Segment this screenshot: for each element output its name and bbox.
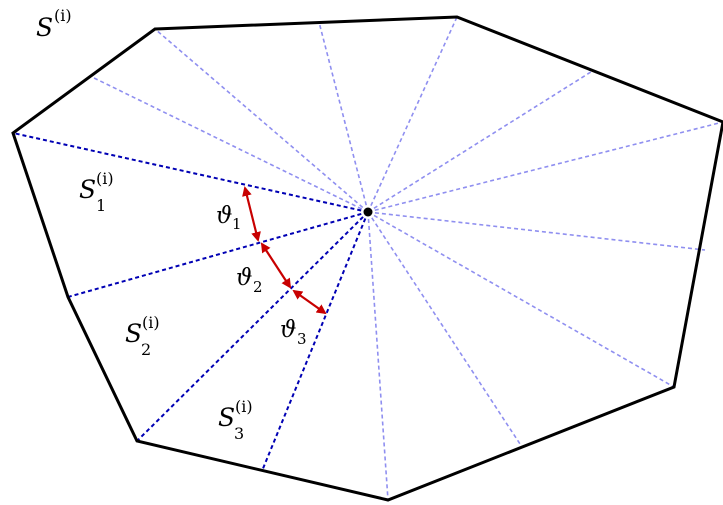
center-point <box>363 207 373 217</box>
set-label-sup: (i) <box>54 6 72 25</box>
dark-ray <box>67 211 369 298</box>
dark-rays <box>12 132 369 472</box>
angle-arrows <box>242 186 327 315</box>
faint-ray <box>154 28 369 213</box>
angle-arrow-2 <box>260 242 292 289</box>
faint-ray <box>367 121 723 213</box>
angle-label-1: ϑ 1 <box>216 203 242 233</box>
angle-label-2-sub: 2 <box>253 278 263 296</box>
dark-ray <box>12 132 369 213</box>
set-label-base: S <box>36 13 53 42</box>
angle-label-3-sub: 3 <box>297 330 307 348</box>
subset-label-1: S 1 (i) <box>79 169 114 215</box>
faint-ray <box>367 211 675 388</box>
angle-arrow-3 <box>292 289 327 315</box>
subset-label-2: S 2 (i) <box>125 313 160 359</box>
faint-ray <box>318 21 369 213</box>
set-label: S (i) <box>36 6 72 42</box>
angle-label-3-base: ϑ <box>280 317 296 343</box>
dark-ray <box>261 211 369 472</box>
angle-label-2-base: ϑ <box>236 265 252 291</box>
subset-label-3-sup: (i) <box>235 397 253 416</box>
faint-ray <box>367 16 458 213</box>
faint-ray <box>367 211 389 501</box>
subset-label-3-base: S <box>218 403 235 432</box>
faint-ray <box>89 75 369 213</box>
angle-label-1-sub: 1 <box>232 215 242 233</box>
faint-ray <box>367 211 706 251</box>
faint-rays <box>89 16 723 501</box>
dark-ray <box>136 211 369 442</box>
angle-label-3: ϑ 3 <box>280 317 307 348</box>
subset-label-2-sup: (i) <box>142 313 160 332</box>
subset-label-1-sub: 1 <box>96 196 106 215</box>
subset-label-2-base: S <box>125 319 142 348</box>
angle-arrow-1 <box>242 186 261 242</box>
subset-label-2-sub: 2 <box>141 340 151 359</box>
angle-label-2: ϑ 2 <box>236 265 263 296</box>
subset-label-3-sub: 3 <box>234 424 244 443</box>
subset-label-1-base: S <box>79 175 96 204</box>
subset-label-1-sup: (i) <box>96 169 114 188</box>
faint-ray <box>367 211 521 445</box>
subset-label-3: S 3 (i) <box>218 397 253 443</box>
faint-ray <box>367 69 595 213</box>
angle-label-1-base: ϑ <box>216 203 232 229</box>
polygon-outline <box>11 15 723 502</box>
